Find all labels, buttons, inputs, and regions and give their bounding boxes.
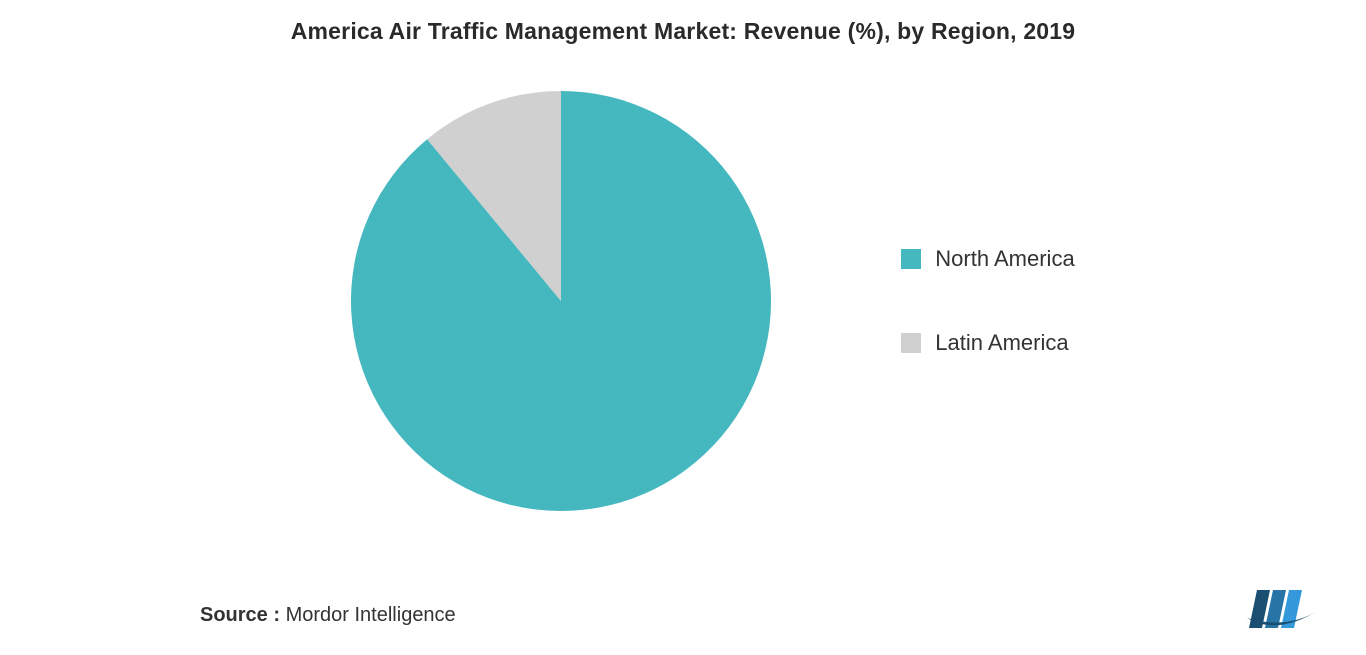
chart-legend: North America Latin America <box>901 246 1074 356</box>
source-line: Source : Mordor Intelligence <box>200 604 456 627</box>
legend-swatch <box>901 249 921 269</box>
chart-body: North America Latin America <box>0 91 1366 511</box>
mordor-logo-icon <box>1247 588 1321 630</box>
legend-label: North America <box>935 246 1074 272</box>
source-text: Mordor Intelligence <box>286 604 456 626</box>
chart-title: America Air Traffic Management Market: R… <box>0 0 1366 51</box>
legend-item: Latin America <box>901 330 1074 356</box>
legend-item: North America <box>901 246 1074 272</box>
legend-label: Latin America <box>935 330 1068 356</box>
pie-chart <box>351 91 771 511</box>
legend-swatch <box>901 333 921 353</box>
source-label: Source : <box>200 604 280 626</box>
